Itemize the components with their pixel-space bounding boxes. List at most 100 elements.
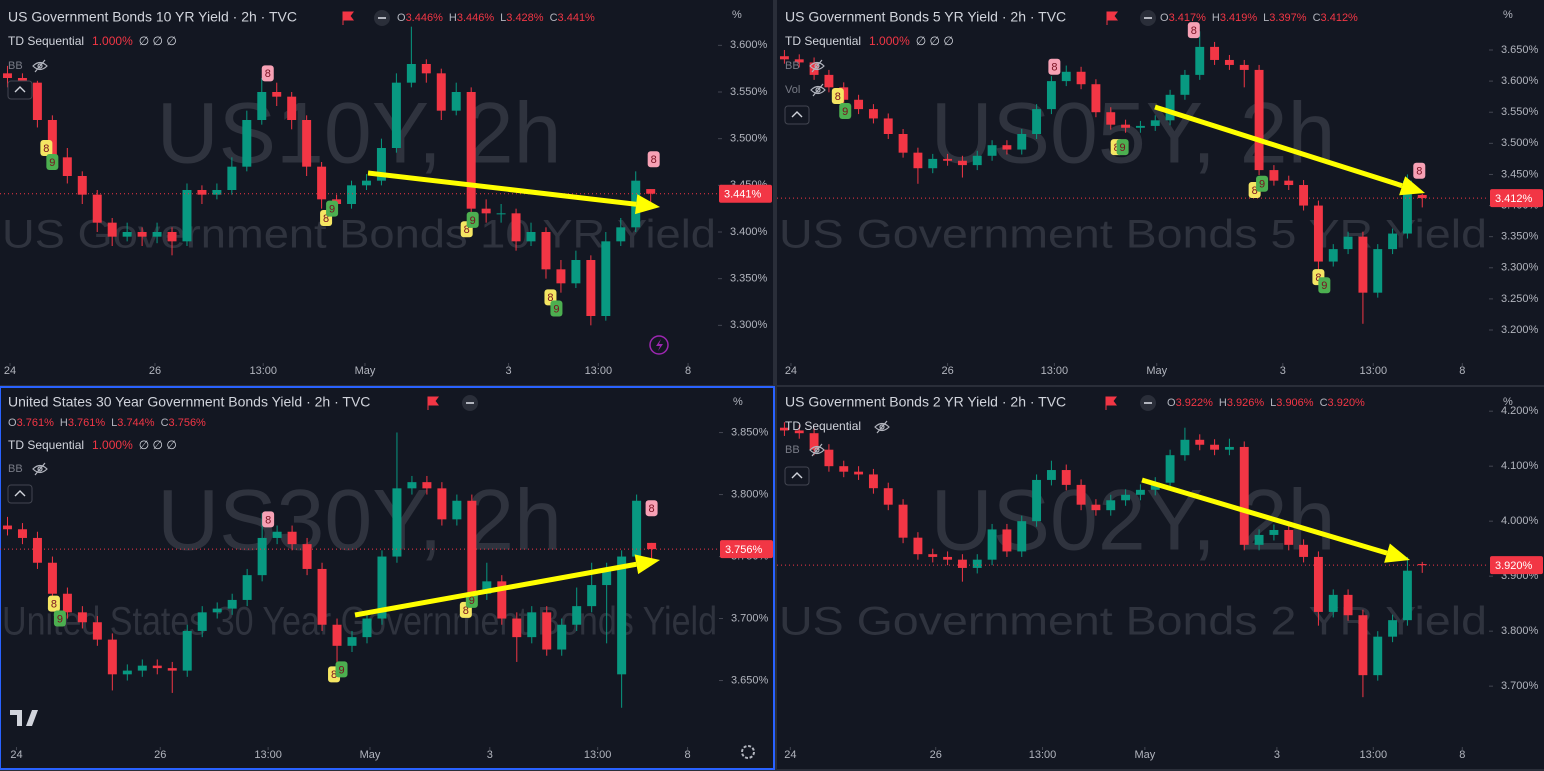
candle-body <box>481 208 491 214</box>
td-marker <box>53 610 66 627</box>
candle-body <box>77 612 87 623</box>
collapse-button[interactable] <box>7 484 33 504</box>
last-price-badge <box>1490 189 1543 208</box>
candle-body <box>1032 479 1042 522</box>
candle-body <box>1402 570 1412 621</box>
indicator-flags: ∅ ∅ ∅ <box>916 34 954 48</box>
candle-body <box>107 639 117 675</box>
candle-body <box>512 618 522 638</box>
td-marker-label: 9 <box>1259 179 1265 191</box>
ohlc-value: 3.428% <box>506 12 544 24</box>
alert-bolt <box>656 339 663 351</box>
indicator-flags: ∅ ∅ ∅ <box>139 438 177 452</box>
chart-title: United States 30 Year Government Bonds Y… <box>8 394 370 410</box>
watermark-name: US Government Bonds 2 YR Yield <box>779 600 1487 644</box>
flag-icon[interactable] <box>342 11 354 25</box>
candle-body <box>646 189 656 194</box>
candle-body <box>406 64 416 83</box>
indicator-name: TD Sequential <box>8 438 84 452</box>
chart-pane: US02Y, 2h US Government Bonds 2 YR Yield 3… <box>777 387 1544 769</box>
candle-body <box>497 581 507 619</box>
candle-body <box>407 482 417 489</box>
candle-body <box>62 157 72 176</box>
candle-body <box>107 222 117 237</box>
indicator-name: TD Sequential <box>8 34 84 48</box>
candle-body <box>898 134 908 153</box>
candle-body <box>632 500 642 557</box>
y-tick-label: 3.550% <box>1501 106 1539 118</box>
last-price-badge <box>1490 556 1543 575</box>
flag-icon[interactable] <box>1106 11 1118 25</box>
ohlc-value: 3.419% <box>1220 12 1258 24</box>
collapse-chevron <box>14 490 26 497</box>
td-marker-label: 8 <box>51 599 57 611</box>
ohlc-value: 3.922% <box>1176 397 1214 409</box>
collapse-button[interactable] <box>784 105 810 125</box>
candle-body <box>436 73 446 111</box>
candle-body <box>1165 455 1175 483</box>
settings-icon[interactable] <box>741 745 755 759</box>
ohlc-key: O <box>1160 12 1169 24</box>
candle-body <box>587 585 597 607</box>
x-tick-label: May <box>1146 365 1167 377</box>
collapse-button[interactable] <box>7 80 33 100</box>
td-marker-label: 9 <box>470 215 476 227</box>
candle-body <box>1328 249 1338 262</box>
candle-body <box>928 158 938 169</box>
chart-pane: US05Y, 2h US Government Bonds 5 YR Yield 3… <box>777 0 1544 385</box>
candle-body <box>377 556 387 619</box>
td-marker <box>831 88 844 105</box>
candle-body <box>1135 125 1145 128</box>
chart-title: US Government Bonds 10 YR Yield · 2h · T… <box>8 9 297 25</box>
trend-arrow <box>367 170 637 207</box>
candle-body <box>854 471 864 475</box>
watermark-name: US Government Bonds 10 YR Yield <box>2 213 716 257</box>
td-marker-label: 8 <box>1315 272 1321 284</box>
collapse-button[interactable] <box>784 466 810 486</box>
candle-body <box>362 618 372 638</box>
candle-body <box>779 427 789 431</box>
bb-legend: BB <box>8 463 23 475</box>
td-marker <box>645 500 658 517</box>
ohlc-legend: O3.446% H3.446% L3.428% C3.441% <box>397 12 595 24</box>
ohlc-value: 3.761% <box>68 417 106 429</box>
td-marker-label: 8 <box>1416 166 1422 178</box>
td-marker <box>839 102 852 119</box>
candle-body <box>197 190 207 195</box>
flag-icon[interactable] <box>1105 396 1117 410</box>
candle-body <box>1313 205 1323 262</box>
tv-logo <box>10 710 38 726</box>
candle-body <box>987 145 997 156</box>
axis-unit: % <box>733 396 743 408</box>
candle-body <box>1017 134 1027 150</box>
alert-icon[interactable] <box>649 335 669 355</box>
td-marker <box>261 65 274 82</box>
td-marker-label: 9 <box>49 157 55 169</box>
y-tick-label: 3.700% <box>1501 680 1539 692</box>
td-marker <box>326 200 339 217</box>
candle-body <box>542 612 552 650</box>
x-tick-label: 13:00 <box>585 365 613 377</box>
indicator-value: 1.000% <box>92 438 133 452</box>
td-marker-label: 9 <box>57 613 63 625</box>
pane-background <box>777 387 1544 769</box>
ohlc-key: L <box>500 12 506 24</box>
candle-body <box>1032 109 1042 134</box>
candle-body <box>361 180 371 186</box>
ohlc-key: L <box>111 417 117 429</box>
ohlc-key: H <box>1219 397 1227 409</box>
candle-body <box>467 500 477 594</box>
pane-background <box>0 0 773 385</box>
ohlc-key: H <box>60 417 68 429</box>
candle-body <box>1046 81 1056 110</box>
candle-body <box>257 537 267 576</box>
x-tick-label: 26 <box>941 365 953 377</box>
x-tick-label: 13:00 <box>1029 749 1057 761</box>
td-marker <box>47 595 60 612</box>
td-marker <box>1318 277 1331 294</box>
candle-body <box>1210 444 1220 450</box>
candle-body <box>1150 120 1160 126</box>
flag-icon[interactable] <box>427 396 439 410</box>
candle-body <box>496 213 506 215</box>
